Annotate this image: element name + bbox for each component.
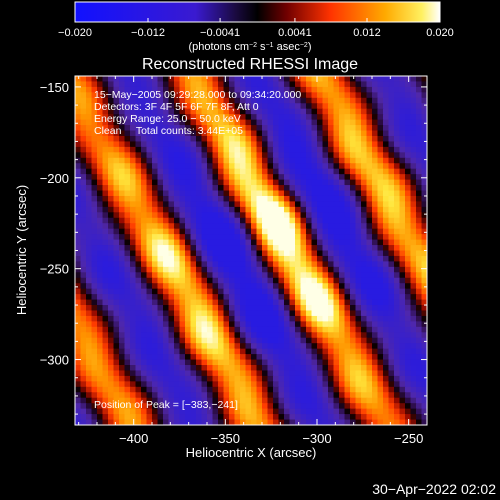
footer-timestamp: 30−Apr−2022 02:02 <box>372 481 496 497</box>
annotation-detectors: Detectors: 3F 4F 5F 6F 7F 8F, Att 0 <box>94 101 259 113</box>
colorbar-tick-label: −0.0041 <box>200 27 240 39</box>
colorbar-tick-label: 0.020 <box>426 27 454 39</box>
colorbar-tick-label: −0.012 <box>131 27 165 39</box>
x-tick-label: −250 <box>394 431 423 446</box>
colorbar-tick-label: 0.012 <box>353 27 381 39</box>
x-tick-label: −350 <box>211 431 240 446</box>
y-tick-label: −200 <box>40 171 69 186</box>
annotation-counts: Clean Total counts: 3.44E+05 <box>94 125 243 137</box>
x-axis-label: Heliocentric X (arcsec) <box>186 445 317 460</box>
heatmap-image <box>75 76 427 425</box>
x-tick-label: −300 <box>302 431 331 446</box>
colorbar-ticks: −0.020 −0.012 −0.0041 0.0041 0.012 0.020 <box>58 18 454 39</box>
x-axis-ticks: −400 −350 −300 −250 <box>78 76 428 446</box>
y-axis-label: Heliocentric Y (arcsec) <box>14 185 29 315</box>
annotation-energy-range: Energy Range: 25.0 − 50.0 keV <box>94 113 241 125</box>
colorbar <box>74 1 441 23</box>
x-tick-label: −400 <box>119 431 148 446</box>
annotation-time-range: 15−May−2005 09:29:28.000 to 09:34:20.000 <box>94 89 301 101</box>
colorbar-units-label: (photons cm−2 s−1 asec−2) <box>188 41 311 53</box>
chart-title: Reconstructed RHESSI Image <box>142 56 358 73</box>
y-tick-label: −150 <box>40 80 69 95</box>
y-axis-ticks: −150 −200 −250 −300 <box>40 80 427 415</box>
y-tick-label: −300 <box>40 353 69 368</box>
y-tick-label: −250 <box>40 262 69 277</box>
peak-position-label: Position of Peak = [−383,−241] <box>94 399 238 411</box>
colorbar-tick-label: 0.0041 <box>278 27 312 39</box>
colorbar-tick-label: −0.020 <box>58 27 92 39</box>
